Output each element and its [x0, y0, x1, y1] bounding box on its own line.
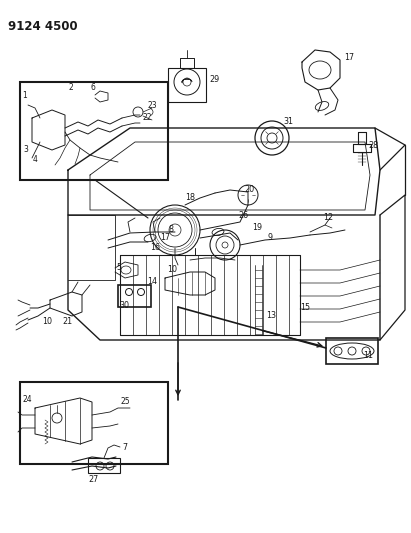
- Text: 5: 5: [116, 263, 121, 272]
- Text: 1: 1: [22, 91, 27, 100]
- Bar: [88, 458, 120, 473]
- Bar: [168, 68, 206, 102]
- Text: 18: 18: [185, 193, 195, 203]
- Text: 17: 17: [160, 232, 170, 241]
- Text: 3: 3: [23, 146, 28, 155]
- Text: 19: 19: [252, 223, 262, 232]
- Text: 24: 24: [22, 395, 32, 405]
- Text: 27: 27: [88, 475, 98, 484]
- Text: 12: 12: [323, 214, 333, 222]
- Text: 11: 11: [363, 351, 373, 359]
- Text: 16: 16: [150, 244, 160, 253]
- Text: 15: 15: [300, 303, 310, 312]
- Text: 7: 7: [122, 442, 127, 451]
- Text: 22: 22: [142, 114, 152, 123]
- Text: 20: 20: [244, 185, 254, 195]
- Text: 10: 10: [42, 318, 52, 327]
- Text: 13: 13: [266, 311, 276, 319]
- Text: 23: 23: [147, 101, 157, 109]
- Text: 17: 17: [344, 53, 354, 62]
- Text: 8: 8: [168, 224, 173, 233]
- Bar: [326, 338, 378, 364]
- Bar: [118, 285, 151, 307]
- Text: 21: 21: [62, 318, 72, 327]
- Text: 2: 2: [68, 84, 73, 93]
- Text: 9: 9: [268, 233, 273, 243]
- Text: 31: 31: [283, 117, 293, 126]
- Text: 6: 6: [90, 84, 95, 93]
- Text: 29: 29: [209, 76, 219, 85]
- Bar: [20, 382, 168, 464]
- Text: 28: 28: [368, 141, 378, 149]
- Text: 4: 4: [33, 156, 38, 165]
- Text: 30: 30: [119, 301, 129, 310]
- Text: 26: 26: [238, 211, 248, 220]
- Text: 9124 4500: 9124 4500: [8, 20, 78, 33]
- Text: 25: 25: [120, 398, 129, 407]
- Text: 10: 10: [167, 265, 177, 274]
- Text: 14: 14: [147, 278, 157, 287]
- Bar: [20, 82, 168, 180]
